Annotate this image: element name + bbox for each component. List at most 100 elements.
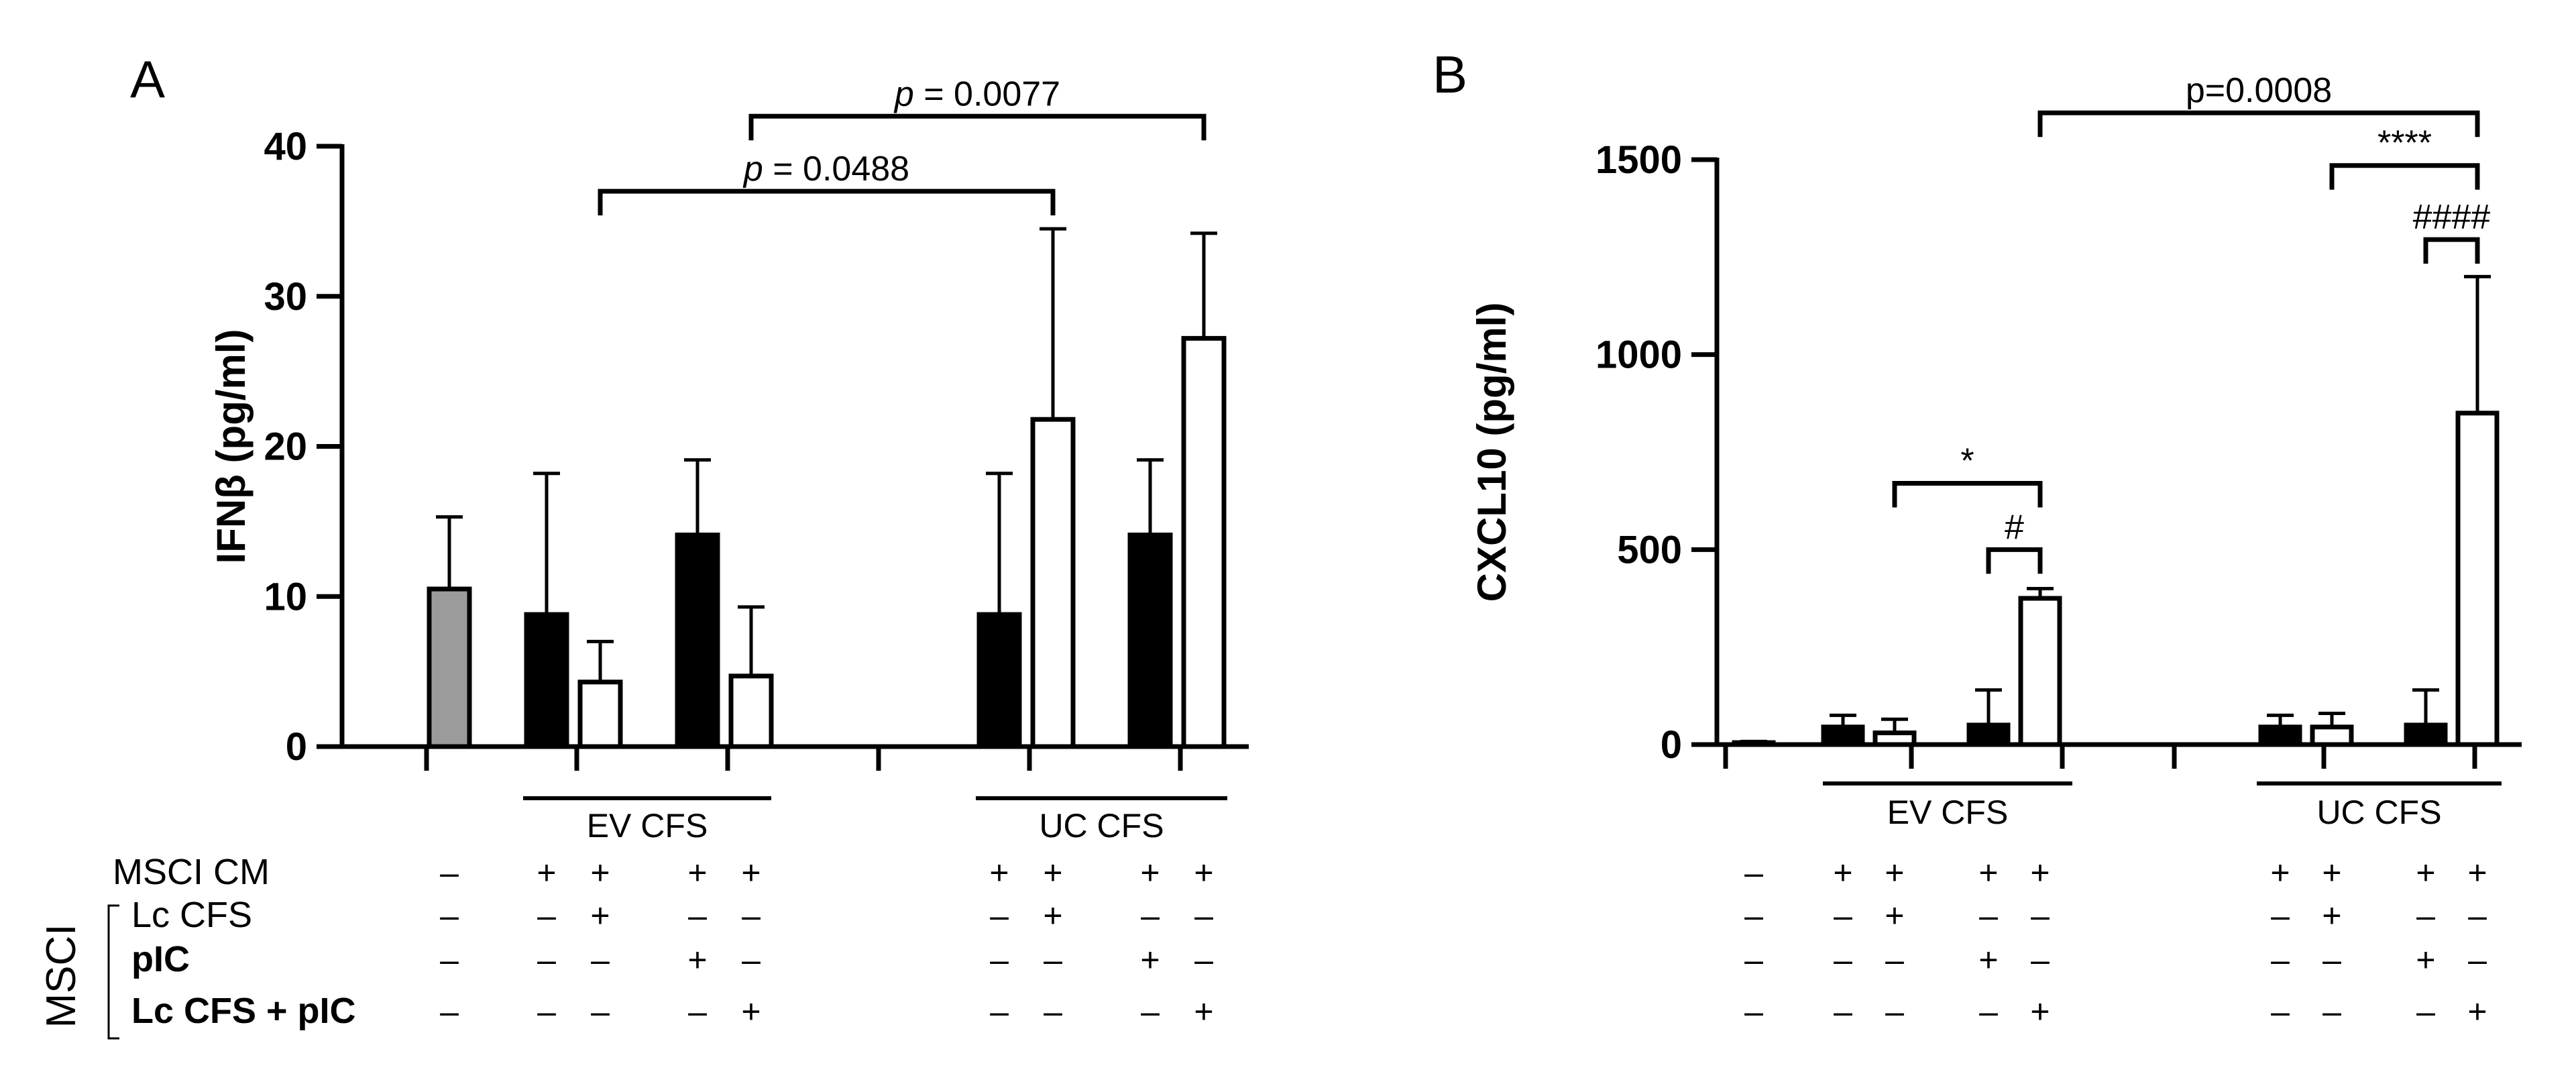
bar: [524, 612, 569, 749]
condition-symbol: +: [590, 854, 610, 891]
condition-symbol: –: [1194, 941, 1213, 979]
significance-bracket: [2423, 237, 2480, 264]
condition-symbol: +: [1043, 897, 1062, 934]
condition-symbol: +: [2030, 993, 2050, 1030]
condition-symbol: –: [2416, 897, 2435, 934]
y-axis-label: IFNβ (pg/ml): [209, 329, 254, 564]
condition-symbol: +: [537, 854, 556, 891]
condition-symbol: –: [2271, 941, 2290, 979]
condition-symbol: –: [742, 897, 761, 934]
condition-symbol: –: [2271, 897, 2290, 934]
condition-symbol: –: [1044, 993, 1062, 1030]
y-tick-label: 20: [264, 425, 307, 469]
bar: [675, 533, 720, 749]
significance-bracket: [1986, 547, 2043, 574]
condition-row-label: MSCI CM: [113, 852, 270, 892]
group-label: UC CFS: [1039, 807, 1164, 845]
condition-symbol: –: [2416, 993, 2435, 1030]
bar: [1966, 722, 2011, 747]
significance-label: p = 0.0077: [893, 74, 1060, 113]
condition-symbol: –: [2322, 993, 2341, 1030]
condition-symbol: +: [2467, 993, 2487, 1030]
msci-side-label: MSCI: [38, 924, 85, 1028]
condition-row-label: Lc CFS + pIC: [131, 991, 356, 1031]
condition-symbol: +: [741, 993, 761, 1030]
condition-symbol: –: [1744, 941, 1763, 979]
condition-symbol: –: [1834, 941, 1852, 979]
condition-symbol: –: [1885, 993, 1904, 1030]
condition-symbol: –: [990, 993, 1009, 1030]
condition-symbol: –: [537, 897, 556, 934]
panel-label: B: [1433, 45, 1467, 104]
condition-symbol: +: [2467, 854, 2487, 891]
condition-symbol: –: [537, 941, 556, 979]
significance-label: ****: [2377, 124, 2432, 163]
panel-label: A: [130, 50, 165, 109]
group-label: EV CFS: [587, 807, 708, 845]
y-tick-label: 0: [1661, 723, 1682, 767]
condition-symbol: +: [1140, 941, 1160, 979]
msci-bracket: [107, 904, 119, 1040]
condition-row-label: Lc CFS: [131, 895, 252, 935]
condition-symbol: –: [440, 897, 459, 934]
condition-symbol: +: [2322, 897, 2341, 934]
condition-symbol: –: [1744, 897, 1763, 934]
condition-symbol: –: [1979, 993, 1998, 1030]
condition-symbol: +: [1194, 854, 1213, 891]
condition-symbol: –: [990, 897, 1009, 934]
y-tick-label: 1000: [1595, 333, 1682, 377]
bar: [2404, 722, 2448, 747]
y-tick-label: 0: [286, 725, 307, 769]
bar: [427, 586, 472, 749]
condition-symbol: +: [2416, 941, 2435, 979]
p-symbol: p: [893, 74, 914, 113]
significance-label: #: [2005, 508, 2024, 547]
condition-symbol: –: [2031, 941, 2050, 979]
condition-symbol: +: [1978, 854, 1998, 891]
condition-symbol: –: [1194, 897, 1213, 934]
bar: [2310, 724, 2354, 747]
condition-symbol: –: [1885, 941, 1904, 979]
condition-symbol: +: [2322, 854, 2341, 891]
bar: [577, 679, 623, 749]
y-tick-label: 40: [264, 125, 307, 168]
condition-symbol: –: [537, 993, 556, 1030]
significance-bracket: [748, 113, 1207, 141]
condition-symbol: –: [2322, 941, 2341, 979]
condition-symbol: +: [1885, 897, 1904, 934]
condition-symbol: +: [2030, 854, 2050, 891]
condition-symbol: –: [440, 993, 459, 1030]
condition-symbol: +: [590, 897, 610, 934]
condition-symbol: –: [1744, 993, 1763, 1030]
significance-bracket: [2037, 110, 2480, 138]
bar: [976, 612, 1022, 749]
bar: [2258, 724, 2302, 747]
condition-symbol: –: [1141, 897, 1160, 934]
condition-symbol: –: [742, 941, 761, 979]
y-tick-label: 30: [264, 275, 307, 319]
p-value: = 0.0488: [763, 150, 909, 188]
condition-symbol: –: [2468, 897, 2487, 934]
condition-row-label: pIC: [131, 939, 190, 979]
condition-symbol: –: [1044, 941, 1062, 979]
condition-symbol: +: [1833, 854, 1852, 891]
p-symbol: p: [742, 150, 763, 188]
significance-label: p=0.0008: [2186, 71, 2332, 110]
condition-symbol: –: [688, 897, 707, 934]
significance-label: *: [1960, 442, 1974, 481]
condition-symbol: –: [990, 941, 1009, 979]
condition-symbol: +: [741, 854, 761, 891]
panel-b: B 0 500 1000 1500 CXCL10 (pg/ml) EV CFS UC CFS #…: [1433, 45, 2522, 1030]
bar: [1127, 533, 1173, 749]
condition-symbol: –: [591, 993, 610, 1030]
condition-symbol: –: [1744, 854, 1763, 891]
condition-symbol: –: [440, 941, 459, 979]
condition-symbol: –: [2031, 897, 2050, 934]
condition-symbol: –: [2271, 993, 2290, 1030]
condition-symbol: +: [687, 854, 707, 891]
group-label: UC CFS: [2316, 794, 2441, 831]
condition-symbol: –: [1834, 993, 1852, 1030]
condition-symbol: –: [1834, 897, 1852, 934]
y-axis-label: CXCL10 (pg/ml): [1469, 303, 1514, 602]
